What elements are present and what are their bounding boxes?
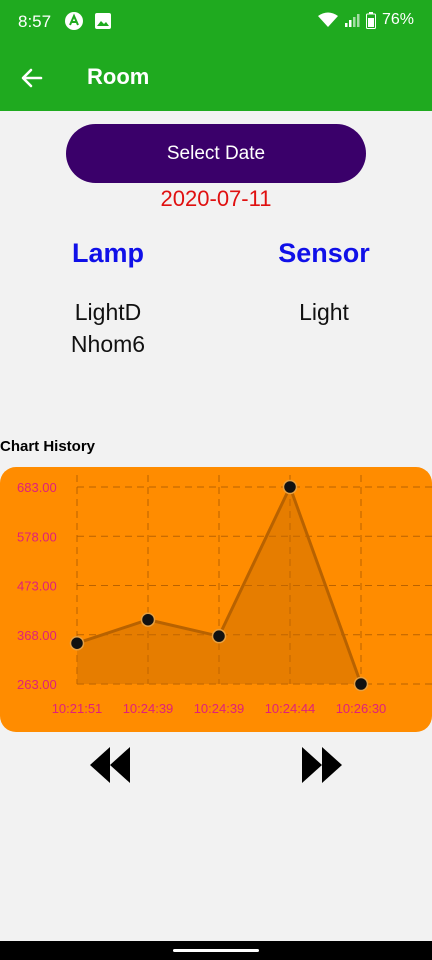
system-nav-bar — [0, 941, 432, 960]
wifi-icon — [318, 12, 338, 28]
y-tick-label: 473.00 — [17, 579, 57, 594]
x-tick-label: 10:21:51 — [52, 701, 103, 716]
select-date-button[interactable]: Select Date — [66, 124, 366, 183]
lamp-header: Lamp — [0, 238, 216, 269]
signal-icon — [344, 12, 360, 28]
arrow-left-icon — [21, 67, 43, 89]
battery-percent: 76% — [382, 11, 414, 29]
rewind-icon — [89, 745, 131, 785]
data-point — [355, 678, 368, 691]
y-tick-label: 578.00 — [17, 529, 57, 544]
back-button[interactable] — [16, 62, 48, 94]
x-tick-label: 10:24:44 — [265, 701, 316, 716]
status-bar: 8:57 76% — [0, 0, 432, 44]
chart-card: 263.00 368.00 473.00 578.00 683.00 10:21:51 10… — [0, 467, 432, 732]
x-tick-label: 10:24:39 — [123, 701, 174, 716]
lamp-value-line1: LightD — [0, 296, 216, 328]
y-tick-label: 263.00 — [17, 677, 57, 692]
history-chart: 263.00 368.00 473.00 578.00 683.00 10:21:51 10… — [0, 467, 432, 732]
status-notification-icons — [64, 11, 112, 31]
data-point — [284, 481, 297, 494]
home-gesture-bar[interactable] — [173, 949, 259, 952]
x-tick-label: 10:26:30 — [336, 701, 387, 716]
lamp-value: LightD Nhom6 — [0, 296, 216, 360]
image-notification-icon — [94, 12, 112, 30]
data-point — [142, 613, 155, 626]
data-point — [71, 637, 84, 650]
lamp-value-line2: Nhom6 — [0, 328, 216, 360]
battery-icon — [366, 12, 376, 29]
x-tick-label: 10:24:39 — [194, 701, 245, 716]
previous-button[interactable] — [88, 744, 132, 786]
y-tick-label: 368.00 — [17, 628, 57, 643]
status-system-icons: 76% — [318, 11, 414, 29]
app-bar: Room — [0, 44, 432, 111]
data-point — [213, 630, 226, 643]
fast-forward-icon — [301, 745, 343, 785]
app-notification-icon — [64, 11, 84, 31]
selected-date: 2020-07-11 — [0, 186, 432, 212]
y-tick-label: 683.00 — [17, 480, 57, 495]
page-title: Room — [87, 64, 149, 90]
status-time: 8:57 — [18, 12, 51, 32]
next-button[interactable] — [300, 744, 344, 786]
sensor-value: Light — [216, 296, 432, 328]
chart-title: Chart History — [0, 438, 95, 455]
sensor-header: Sensor — [216, 238, 432, 269]
